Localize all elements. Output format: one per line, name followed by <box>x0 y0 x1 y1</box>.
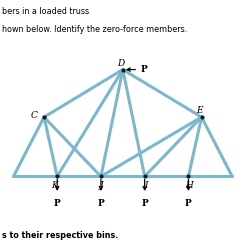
Text: P: P <box>54 198 60 207</box>
Text: K: K <box>52 182 59 190</box>
Text: D: D <box>117 59 124 68</box>
Text: P: P <box>98 198 104 207</box>
Text: H: H <box>186 182 193 190</box>
Text: P: P <box>141 65 148 74</box>
Text: E: E <box>196 106 203 115</box>
Text: s to their respective bins.: s to their respective bins. <box>2 231 119 240</box>
Text: hown below. Identify the zero-force members.: hown below. Identify the zero-force memb… <box>2 25 188 34</box>
Text: P: P <box>141 198 148 207</box>
Text: J: J <box>100 182 104 190</box>
Text: I: I <box>144 182 147 190</box>
Text: C: C <box>31 111 38 120</box>
Text: P: P <box>185 198 192 207</box>
Text: bers in a loaded truss: bers in a loaded truss <box>2 8 90 16</box>
